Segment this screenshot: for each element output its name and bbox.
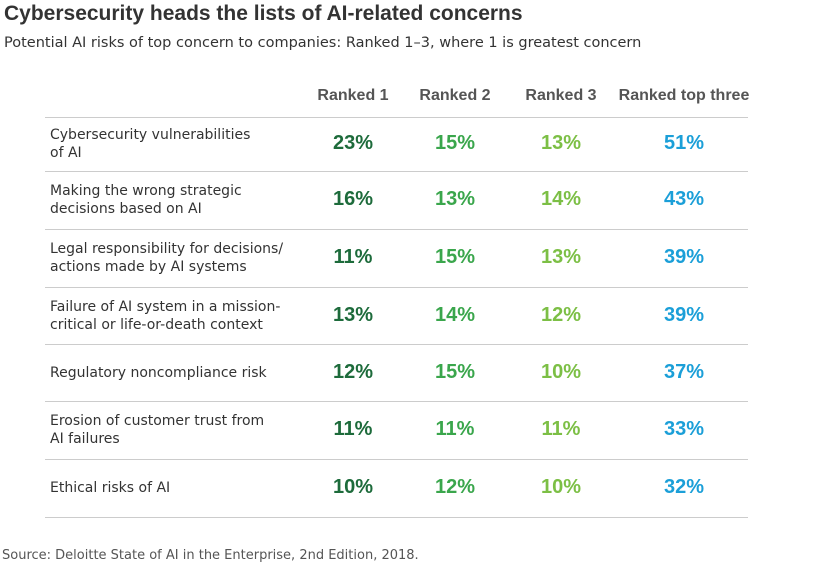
subtitle: Potential AI risks of top concern to com… <box>4 35 642 51</box>
cell-value: 16% <box>332 188 374 210</box>
row-label: Erosion of customer trust from AI failur… <box>50 413 265 447</box>
cell-value: 43% <box>663 188 705 210</box>
cell-value: 39% <box>663 303 705 326</box>
cell-value: 14% <box>540 188 582 210</box>
cell-value: 23% <box>332 131 374 154</box>
row <box>45 345 748 402</box>
cell-value: 15% <box>434 131 476 154</box>
source: Source: Deloitte State of AI in the Ente… <box>2 548 419 563</box>
row <box>45 230 748 288</box>
cell-value: 11% <box>541 418 581 440</box>
row-label: Failure of AI system in a mission- criti… <box>50 298 281 333</box>
cell-value: 11% <box>435 418 475 440</box>
row-label: Cybersecurity vulnerabilities of AI <box>50 126 251 161</box>
cell-value: 13% <box>332 303 374 326</box>
cell-value: 13% <box>540 246 582 268</box>
cell-value: 33% <box>663 418 705 440</box>
row-label: Ethical risks of AI <box>50 480 171 496</box>
cell-value: 15% <box>434 360 476 383</box>
row-label: Making the wrong strategic decisions bas… <box>50 183 242 217</box>
row <box>45 172 748 230</box>
header-row <box>45 60 748 118</box>
row <box>45 460 748 518</box>
cell-value: 12% <box>332 360 374 383</box>
row <box>45 288 748 345</box>
cell-value: 32% <box>663 476 705 498</box>
cell-value: 39% <box>663 246 705 268</box>
column-header: Ranked 2 <box>419 87 491 104</box>
cell-value: 10% <box>332 476 374 498</box>
row <box>45 117 748 172</box>
cell-value: 12% <box>540 303 582 326</box>
cell-value: 13% <box>540 131 582 154</box>
column-header: Ranked top three <box>618 87 750 104</box>
row-label: Legal responsibility for decisions/ acti… <box>50 241 284 275</box>
column-header: Ranked 1 <box>317 87 389 104</box>
cell-value: 14% <box>434 303 476 326</box>
cell-value: 13% <box>434 188 476 210</box>
cell-value: 15% <box>434 246 476 268</box>
cell-value: 11% <box>333 418 373 440</box>
row-label: Regulatory noncompliance risk <box>50 364 267 381</box>
cell-value: 10% <box>540 476 582 498</box>
cell-value: 51% <box>663 131 705 154</box>
cell-value: 10% <box>540 360 582 383</box>
row <box>45 402 748 460</box>
cell-value: 12% <box>434 476 476 498</box>
cell-value: 37% <box>663 360 705 383</box>
title: Cybersecurity heads the lists of AI-rela… <box>4 2 523 25</box>
cell-value: 11% <box>333 246 373 268</box>
column-header: Ranked 3 <box>525 87 597 104</box>
